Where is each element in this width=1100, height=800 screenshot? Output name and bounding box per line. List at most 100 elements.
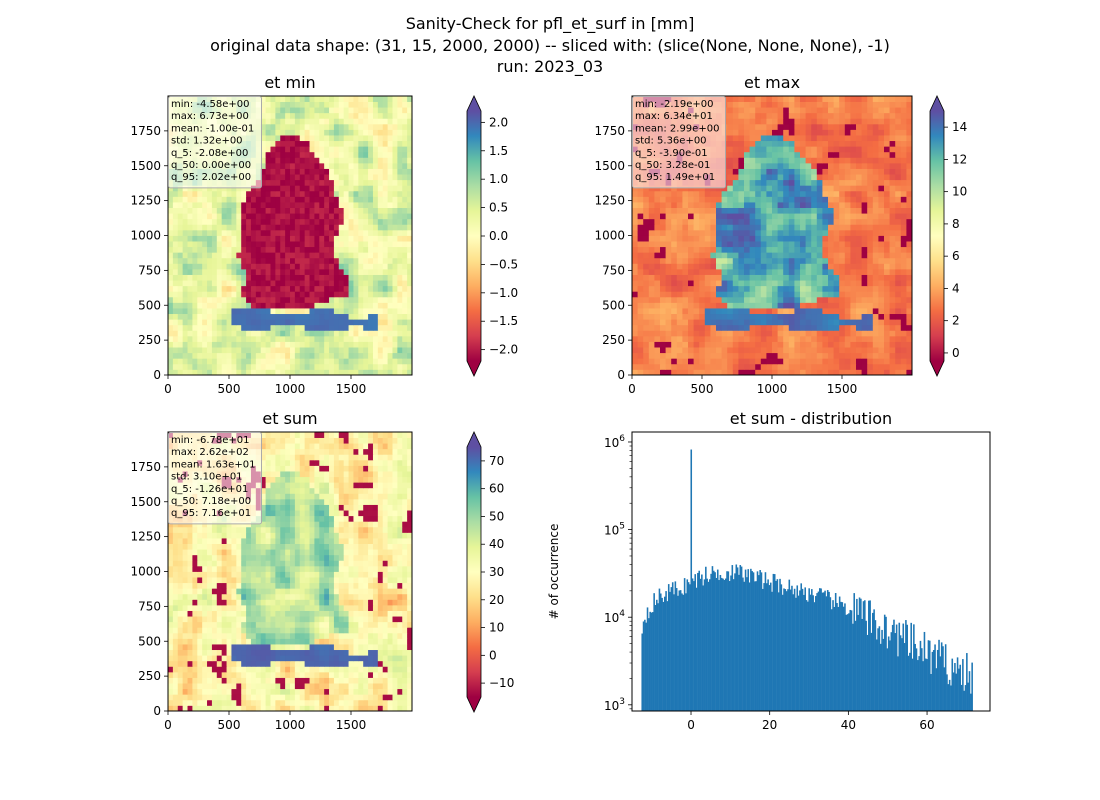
heatmap-cell <box>878 347 885 354</box>
heatmap-cell <box>392 207 398 214</box>
heatmap-cell <box>811 308 818 315</box>
heatmap-cell <box>671 363 678 370</box>
heatmap-cell <box>788 157 795 164</box>
heatmap-cell <box>363 335 369 342</box>
heatmap-cell <box>889 129 896 136</box>
heatmap-cell <box>324 123 330 130</box>
heatmap-cell <box>372 313 379 320</box>
heatmap-cell <box>270 96 276 102</box>
heatmap-cell <box>343 263 349 270</box>
heatmap-cell <box>844 291 851 298</box>
heatmap-cell <box>285 207 291 214</box>
heatmap-cell <box>377 308 384 315</box>
heatmap-cell <box>755 268 762 275</box>
heatmap-cell <box>878 280 885 287</box>
heatmap-cell <box>850 358 857 365</box>
heatmap-cell <box>255 324 262 331</box>
heatmap-cell <box>329 157 335 164</box>
heatmap-cell <box>270 296 276 303</box>
heatmap-cell <box>783 313 790 320</box>
heatmap-cell <box>250 235 257 242</box>
colorbar-tick-label: −1.0 <box>489 286 518 300</box>
heatmap-cell <box>872 179 879 186</box>
heatmap-cell <box>314 268 320 275</box>
heatmap-cell <box>895 168 902 175</box>
heatmap-cell <box>304 207 310 214</box>
heatmap-cell <box>654 319 661 326</box>
heatmap-cell <box>324 224 330 231</box>
heatmap-cell <box>168 202 174 208</box>
heatmap-cell <box>250 280 257 287</box>
heatmap-cell <box>299 207 306 214</box>
heatmap-cell <box>319 118 325 125</box>
heatmap-cell <box>387 285 393 292</box>
heatmap-cell <box>343 174 349 181</box>
heatmap-cell <box>294 330 301 337</box>
heatmap-cell <box>828 146 834 153</box>
heatmap-cell <box>828 174 834 181</box>
heatmap-cell <box>889 162 896 169</box>
heatmap-cell <box>294 319 301 326</box>
heatmap-cell <box>900 235 907 242</box>
heatmap-cell <box>794 123 801 130</box>
heatmap-cell <box>850 263 857 270</box>
heatmap-cell <box>777 151 784 158</box>
heatmap-cell <box>221 335 227 342</box>
heatmap-cell <box>906 268 913 275</box>
heatmap-cell <box>343 302 349 309</box>
heatmap-cell <box>182 202 188 208</box>
heatmap-cell <box>699 274 706 281</box>
heatmap-cell <box>382 280 388 287</box>
heatmap-cell <box>343 146 349 153</box>
heatmap-cell <box>265 330 271 337</box>
heatmap-cell <box>816 358 823 365</box>
heatmap-cell <box>241 369 247 376</box>
heatmap-cell <box>861 263 868 270</box>
heatmap-cell <box>772 129 778 136</box>
heatmap-cell <box>211 224 218 231</box>
heatmap-cell <box>187 235 193 242</box>
heatmap-cell <box>637 296 644 303</box>
heatmap-cell <box>168 363 174 370</box>
figure-title-line-2: original data shape: (31, 15, 2000, 2000… <box>210 36 890 55</box>
heatmap-cell <box>716 363 722 370</box>
heatmap-cell <box>338 319 345 326</box>
heatmap-cell <box>816 302 823 309</box>
heatmap-cell <box>867 335 874 342</box>
heatmap-cell <box>749 118 756 125</box>
heatmap-cell <box>777 352 784 359</box>
heatmap-cell <box>856 252 862 259</box>
heatmap-cell <box>177 202 184 208</box>
heatmap-cell <box>231 369 237 376</box>
heatmap-cell <box>382 190 388 197</box>
heatmap-cell <box>867 229 874 236</box>
heatmap-cell <box>333 347 340 354</box>
heatmap-cell <box>197 324 203 331</box>
heatmap-cell <box>343 274 349 281</box>
heatmap-cell <box>654 330 661 337</box>
heatmap-cell <box>246 224 252 231</box>
heatmap-cell <box>314 263 320 270</box>
heatmap-cell <box>338 241 345 248</box>
heatmap-cell <box>343 347 349 354</box>
heatmap-cell <box>816 291 823 298</box>
figure-title-line-3: run: 2023_03 <box>497 57 603 77</box>
heatmap-cell <box>783 369 790 376</box>
heatmap-cell <box>872 123 879 130</box>
heatmap-cell <box>828 246 834 253</box>
heatmap-cell <box>839 185 846 192</box>
heatmap-cell <box>333 196 340 203</box>
heatmap-cell <box>889 213 896 220</box>
heatmap-cell <box>397 369 403 376</box>
heatmap-cell <box>246 213 252 220</box>
heatmap-cell <box>811 112 818 119</box>
heatmap-cell <box>353 308 359 315</box>
heatmap-cell <box>382 96 388 102</box>
heatmap-cell <box>660 324 666 331</box>
heatmap-cell <box>363 319 369 326</box>
heatmap-cell <box>889 291 896 298</box>
heatmap-cell <box>216 313 223 320</box>
heatmap-cell <box>688 363 694 370</box>
heatmap-cell <box>226 190 232 197</box>
heatmap-cell <box>221 196 227 203</box>
